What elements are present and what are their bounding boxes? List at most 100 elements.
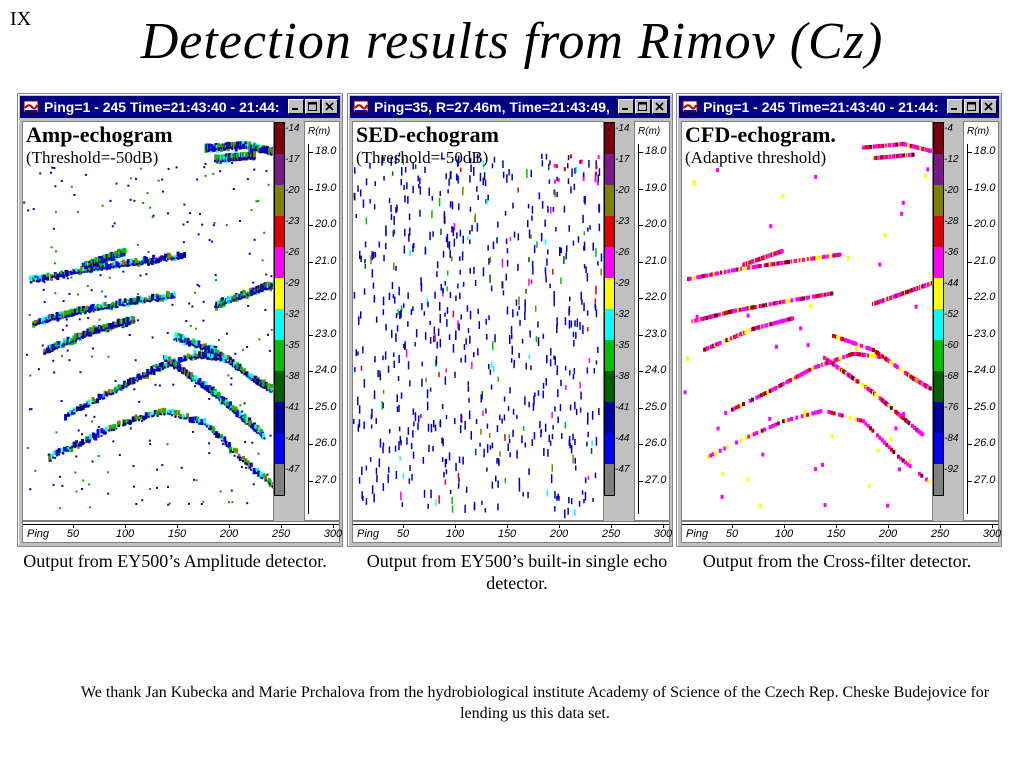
echo-mark xyxy=(435,355,438,365)
echo-mark xyxy=(180,256,183,259)
minimize-button[interactable] xyxy=(618,99,634,114)
echo-mark xyxy=(531,439,533,447)
minimize-button[interactable] xyxy=(288,99,304,114)
echo-mark xyxy=(241,368,244,374)
echo-mark xyxy=(228,142,232,149)
echogram-window-cfd[interactable]: Ping=1 - 245 Time=21:43:40 - 21:44:... -… xyxy=(676,93,1002,547)
echo-mark xyxy=(378,458,381,468)
echo-mark xyxy=(167,362,170,365)
echo-mark xyxy=(73,313,76,316)
echo-mark xyxy=(750,397,754,402)
echo-mark xyxy=(95,401,98,403)
echo-mark xyxy=(58,507,61,510)
ping-tick-label: 100 xyxy=(774,528,794,540)
echo-mark xyxy=(71,313,74,315)
echo-mark xyxy=(163,297,166,300)
echogram-window-amp[interactable]: Ping=1 - 245 Time=21:43:40 - 21:44:... -… xyxy=(17,93,343,547)
echo-mark xyxy=(259,472,263,479)
echo-mark xyxy=(467,328,470,334)
echo-mark xyxy=(493,156,496,163)
echo-mark xyxy=(238,411,242,418)
echo-mark xyxy=(920,432,924,437)
echo-mark xyxy=(572,374,575,380)
echo-mark xyxy=(782,299,785,304)
range-tick-label: 21.0 xyxy=(974,254,996,267)
echo-mark xyxy=(720,494,724,499)
echo-mark xyxy=(395,333,397,342)
echo-mark xyxy=(440,284,442,291)
colorbar-label: -23 xyxy=(285,216,300,227)
echo-mark xyxy=(253,151,256,158)
close-button[interactable] xyxy=(322,99,338,114)
echo-mark xyxy=(379,373,382,381)
echo-mark xyxy=(447,189,449,194)
echo-mark xyxy=(561,433,563,439)
echo-mark xyxy=(90,355,93,358)
echo-mark xyxy=(391,281,394,290)
echo-mark xyxy=(253,157,256,160)
echo-mark xyxy=(235,157,238,160)
echo-mark xyxy=(809,304,813,309)
ping-tick-label: 100 xyxy=(445,528,465,540)
minimize-button[interactable] xyxy=(947,99,963,114)
echo-mark xyxy=(473,352,475,358)
echo-mark xyxy=(161,464,164,467)
echo-mark xyxy=(780,260,784,265)
echo-mark xyxy=(400,491,402,501)
echo-mark xyxy=(573,368,576,375)
echo-mark xyxy=(572,454,574,464)
echogram-plot[interactable] xyxy=(22,121,274,521)
echo-mark xyxy=(35,280,38,283)
echo-mark xyxy=(488,315,490,321)
range-tick-label: 26.0 xyxy=(974,437,996,449)
echogram-window-sed[interactable]: Ping=35, R=27.46m, Time=21:43:49, ... -1… xyxy=(347,93,673,547)
echo-mark xyxy=(81,441,84,444)
echo-mark xyxy=(97,393,101,399)
echo-mark xyxy=(34,275,37,278)
echo-mark xyxy=(364,263,366,269)
echo-mark xyxy=(738,307,742,312)
echo-mark xyxy=(206,357,209,360)
close-button[interactable] xyxy=(981,99,997,114)
echo-mark xyxy=(718,448,722,453)
echo-mark xyxy=(81,264,84,267)
echogram-plot[interactable] xyxy=(352,121,604,521)
window-titlebar[interactable]: Ping=1 - 245 Time=21:43:40 - 21:44:... xyxy=(20,96,340,118)
echo-mark xyxy=(150,260,153,263)
echo-mark xyxy=(46,319,49,322)
echo-mark xyxy=(859,418,863,423)
echo-mark xyxy=(564,421,567,429)
echo-mark xyxy=(361,466,363,475)
echo-mark xyxy=(927,479,931,484)
maximize-button[interactable] xyxy=(635,99,651,114)
window-titlebar[interactable]: Ping=35, R=27.46m, Time=21:43:49, ... xyxy=(350,96,670,118)
echo-mark xyxy=(108,257,111,260)
echo-mark xyxy=(511,345,513,355)
echo-mark xyxy=(210,344,214,352)
echo-mark xyxy=(699,274,703,279)
echo-mark xyxy=(123,380,126,386)
maximize-button[interactable] xyxy=(964,99,980,114)
echo-mark xyxy=(518,305,520,310)
echo-mark xyxy=(464,504,466,513)
window-titlebar[interactable]: Ping=1 - 245 Time=21:43:40 - 21:44:... xyxy=(679,96,999,118)
echo-mark xyxy=(197,340,201,346)
maximize-button[interactable] xyxy=(305,99,321,114)
echo-mark xyxy=(815,294,819,299)
echogram-plot[interactable] xyxy=(681,121,933,521)
echo-mark xyxy=(819,409,823,414)
echo-mark xyxy=(914,304,918,309)
colorbar-label: -60 xyxy=(944,340,959,351)
close-button[interactable] xyxy=(652,99,668,114)
echo-mark xyxy=(354,193,356,201)
echo-mark xyxy=(207,351,210,354)
echo-mark xyxy=(217,300,221,307)
echo-mark xyxy=(409,227,411,236)
echo-mark xyxy=(821,462,824,467)
echo-mark xyxy=(501,258,504,268)
echo-mark xyxy=(241,158,244,161)
echo-mark xyxy=(270,390,273,393)
echo-mark xyxy=(36,276,40,283)
colorbar-label: -23 xyxy=(615,216,630,227)
echo-mark xyxy=(90,304,94,311)
